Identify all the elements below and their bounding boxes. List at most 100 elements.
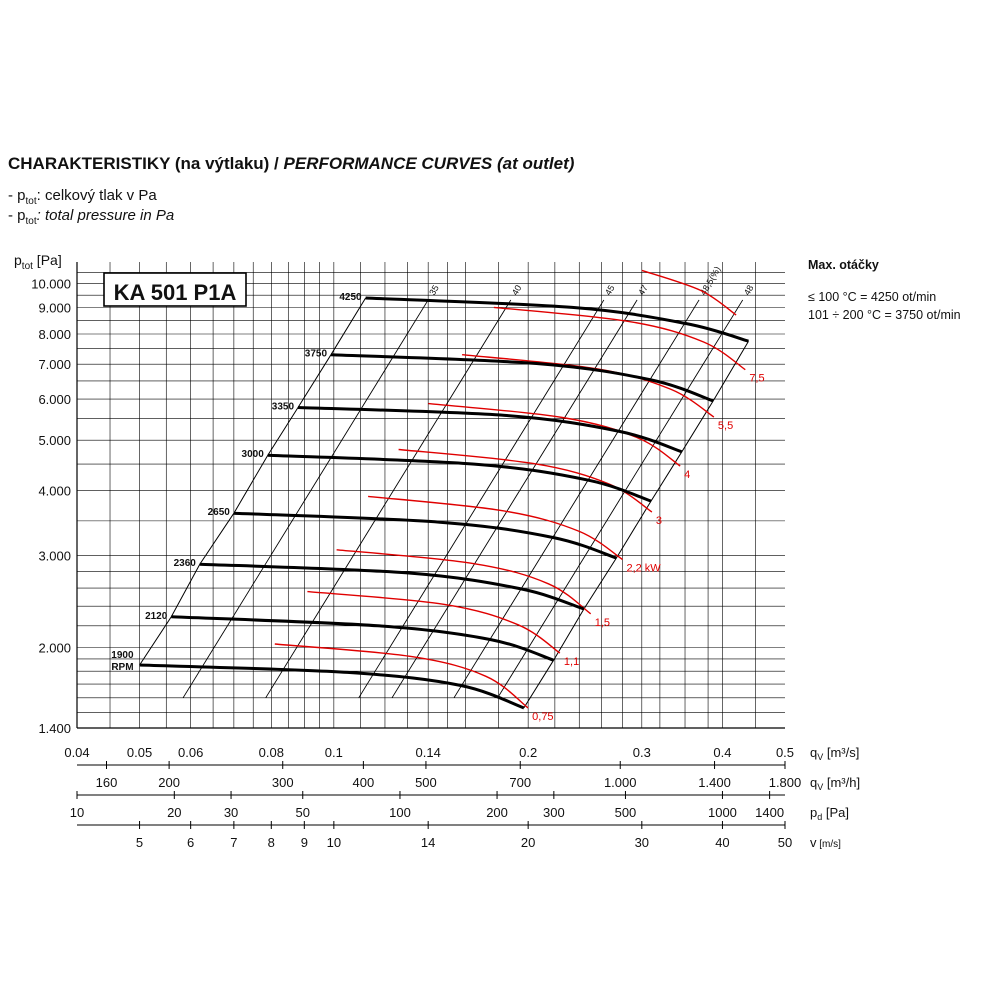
power-curve-label: 5,5 [718,420,733,432]
x-tick-label: 0.3 [633,745,651,760]
power-curve-label: 1,1 [564,656,579,668]
range-boundary-right [523,340,749,709]
legend-czech: - ptot: celkový tlak v Pa [8,187,157,207]
x-tick-label: 0.4 [713,745,731,760]
model-label: KA 501 P1A [114,280,237,305]
speed-curve [139,663,525,710]
speed-curve-label: 1900 [111,650,134,661]
speed-curve-label: 4250 [339,292,362,303]
model-label-box [103,272,247,307]
x-tick-label: 20 [167,805,181,820]
legend-czech-sub: tot [25,196,37,207]
speed-curve-label: 3000 [242,449,265,460]
x-axis-label: qV [m³/s] [810,745,859,762]
x-tick-label: 100 [389,805,411,820]
y-tick-label: 8.000 [38,327,71,342]
x-tick-label: 0.5 [776,745,794,760]
x-tick-label: 1000 [708,805,737,820]
x-tick-label: 1400 [755,805,784,820]
efficiency-label: 40 [510,283,524,297]
legend-english: - ptot: total pressure in Pa [8,207,174,227]
x-tick-label: 50 [778,835,792,850]
efficiency-line [497,299,744,699]
speed-curve-label: 3350 [272,401,295,412]
y-tick-label: 1.400 [38,721,71,736]
x-tick-label: 8 [268,835,275,850]
y-tick-label: 6.000 [38,392,71,407]
legend-czech-prefix: - p [8,187,26,204]
y-tick-label: 3.000 [38,549,71,564]
power-curve [428,402,681,467]
x-tick-label: 10 [70,805,84,820]
legend-english-prefix: - p [8,207,26,224]
y-tick-label: 4.000 [38,484,71,499]
speed-curve-label: 3750 [305,349,328,360]
power-curve-label: 7,5 [749,373,764,385]
efficiency-label: 48 [742,283,756,297]
x-tick-label: 1.800 [769,775,802,790]
power-curve-label: 0,75 [532,711,553,723]
x-tick-label: 30 [224,805,238,820]
x-tick-label: 9 [301,835,308,850]
efficiency-label: 35 [427,283,441,297]
x-tick-label: 1.400 [698,775,731,790]
y-tick-label: 7.000 [38,357,71,372]
efficiency-line [182,299,429,699]
x-tick-label: 160 [96,775,118,790]
speed-curve [171,615,555,662]
y-tick-label: 5.000 [38,433,71,448]
x-tick-label: 30 [635,835,649,850]
speed-curve-label: 2120 [145,611,168,622]
x-tick-label: 40 [715,835,729,850]
power-curve-label: 3 [656,515,662,527]
legend-english-text: : total pressure in Pa [36,207,175,224]
speed-curve [330,353,714,403]
x-axis-label: qV [m³/h] [810,775,860,792]
max-speed-line1: ≤ 100 °C = 4250 ot/min [808,290,937,304]
power-curve [307,590,561,654]
x-tick-label: 700 [509,775,531,790]
x-axis-label: pd [Pa] [810,805,849,822]
y-axis-label: ptot [Pa] [14,252,62,272]
x-tick-label: 0.06 [178,745,203,760]
title-italic: PERFORMANCE CURVES (at outlet) [283,154,575,173]
speed-curve-label: 2360 [174,558,197,569]
x-tick-label: 0.05 [127,745,152,760]
power-curve-extra [641,269,737,316]
power-curve-label: 4 [684,469,690,481]
speed-curve [233,511,617,560]
speed-curve [267,453,652,503]
power-curve [336,549,592,615]
x-tick-label: 7 [230,835,237,850]
x-tick-label: 0.14 [416,745,441,760]
power-curve [398,448,653,513]
x-tick-label: 500 [615,805,637,820]
y-tick-label: 2.000 [38,640,71,655]
power-curve [368,495,623,561]
speed-curve-label: 2650 [208,507,231,518]
x-tick-label: 0.04 [64,745,89,760]
x-tick-label: 0.08 [259,745,284,760]
speed-curve [297,406,683,454]
efficiency-label: 45 [603,283,617,297]
speed-curve-label: RPM [111,662,133,673]
max-speed-line2: 101 ÷ 200 °C = 3750 ot/min [808,308,961,322]
speed-curve [365,296,749,343]
chart-title: CHARAKTERISTIKY (na výtlaku) / PERFORMAN… [8,154,574,174]
x-tick-label: 200 [158,775,180,790]
y-tick-label: 10.000 [31,277,71,292]
x-tick-label: 400 [353,775,375,790]
efficiency-label: 48,5(%) [698,265,722,297]
x-tick-label: 200 [486,805,508,820]
power-curve-label: 1,5 [595,617,610,629]
x-tick-label: 0.2 [519,745,537,760]
title-main: CHARAKTERISTIKY (na výtlaku) / [8,154,284,173]
x-tick-label: 10 [327,835,341,850]
y-axis-label-sub: tot [21,260,33,272]
max-speed-heading: Max. otáčky [808,258,879,272]
y-axis-label-unit: [Pa] [32,252,62,268]
power-curve-label: 2,2 kW [626,563,661,575]
x-tick-label: 500 [415,775,437,790]
efficiency-line [453,299,700,699]
